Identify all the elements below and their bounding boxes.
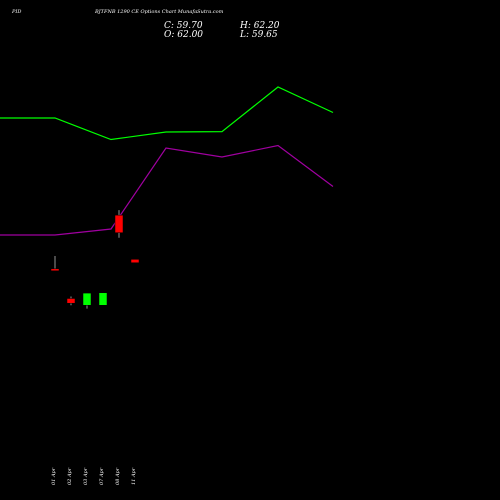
- x-tick-label: 01 Apr: [51, 467, 57, 485]
- high-value: H: 62.20: [239, 21, 280, 31]
- x-tick-label: 02 Apr: [67, 467, 73, 485]
- x-tick-label: 03 Apr: [83, 467, 89, 485]
- indicator-line-1: [0, 86, 334, 141]
- indicator-lines: [0, 86, 334, 236]
- open-value: O: 62.00: [164, 30, 203, 40]
- x-tick-label: 08 Apr: [115, 467, 121, 485]
- candle-body: [82, 292, 92, 306]
- candle-body: [130, 259, 140, 263]
- candle-body: [114, 214, 124, 233]
- x-axis-ticks: 01 Apr 02 Apr 03 Apr 07 Apr 08 Apr 11 Apr: [51, 467, 137, 485]
- candlesticks: [50, 210, 140, 309]
- candle-body: [98, 292, 108, 306]
- candle-body: [50, 268, 60, 272]
- x-tick-label: 11 Apr: [131, 467, 137, 485]
- candle-body: [66, 298, 76, 304]
- instrument-label: PID: [11, 9, 21, 15]
- chart-title: BJTFNB 1290 CE Options Chart MunafaSutra…: [94, 9, 224, 15]
- close-value: C: 59.70: [164, 21, 203, 31]
- low-value: L: 59.65: [239, 30, 278, 40]
- indicator-line-2: [0, 144, 334, 236]
- x-tick-label: 07 Apr: [99, 467, 105, 485]
